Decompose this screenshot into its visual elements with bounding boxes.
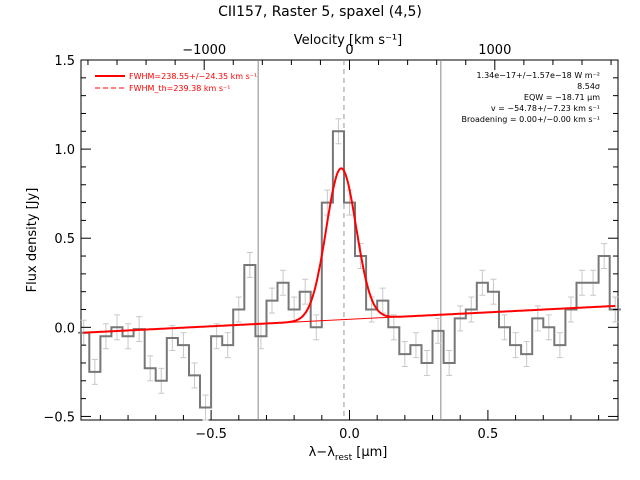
x-tick-label: 0.5: [478, 427, 499, 442]
y-tick-label: 0.5: [54, 232, 75, 247]
annotations: 1.34e−17+/−1.57e−18 W m⁻² 8.54σ EQW = −1…: [462, 71, 601, 124]
y-tick-label: 1.0: [54, 143, 75, 158]
x-tick-label: 0.0: [339, 427, 360, 442]
top-axis-label: Velocity [km s⁻¹]: [294, 33, 402, 48]
reference-lines: [257, 60, 442, 420]
annotation-velocity: v = −54.78+/−7.23 km s⁻¹: [491, 104, 600, 113]
y-axis-label: Flux density [Jy]: [25, 188, 40, 293]
x-axis-label: λ−λrest [μm]: [309, 445, 388, 463]
annotation-significance: 8.54σ: [577, 82, 600, 91]
annotation-eqw: EQW = −18.71 μm: [524, 93, 600, 102]
annotation-broadening: Broadening = 0.00+/−0.00 km s⁻¹: [462, 115, 600, 124]
legend-thermal-label: FWHM_th=239.38 km s⁻¹: [129, 84, 230, 93]
spectrum-step-line: [78, 130, 621, 409]
y-tick-label: −0.5: [43, 410, 75, 425]
annotation-integrated-flux: 1.34e−17+/−1.57e−18 W m⁻²: [476, 71, 600, 80]
axes-layer: −0.5 0.0 0.5 −0.5 0.0 0.5 1.0 1.5 −1000 0 1000: [43, 43, 618, 442]
x-tick-label: −0.5: [195, 427, 227, 442]
top-tick-label: 1000: [478, 43, 511, 58]
data-layer: [78, 118, 621, 421]
y-tick-label: 0.0: [54, 321, 75, 336]
chart-title: CII157, Raster 5, spaxel (4,5): [218, 4, 422, 20]
plot-frame: [80, 59, 619, 421]
top-tick-label: −1000: [182, 43, 226, 58]
y-tick-label: 1.5: [54, 54, 75, 69]
gaussian-fit-curve: [83, 167, 616, 334]
legend-fit-label: FWHM=238.55+/−24.35 km s⁻¹: [129, 72, 257, 81]
legend: FWHM=238.55+/−24.35 km s⁻¹ FWHM_th=239.3…: [95, 72, 257, 93]
top-tick-label: 0: [345, 43, 353, 58]
